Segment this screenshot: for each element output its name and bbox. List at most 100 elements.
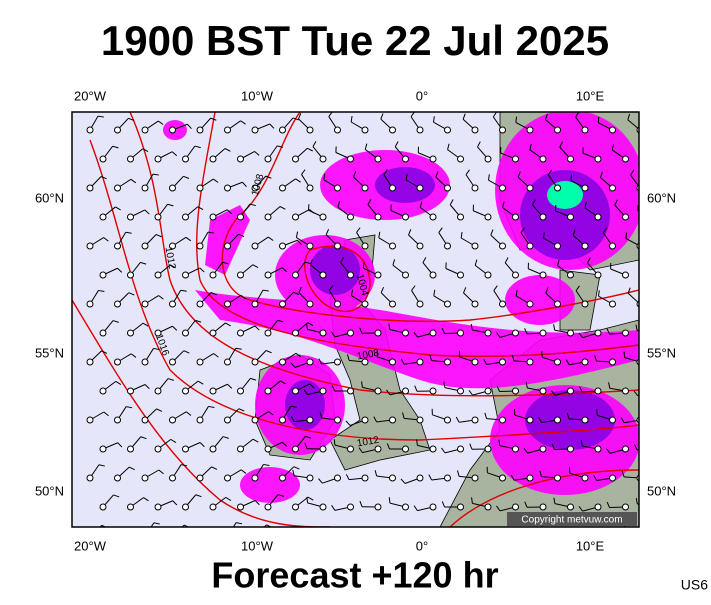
wind-barb xyxy=(197,185,203,191)
wind-barb xyxy=(320,214,326,220)
wind-barb xyxy=(445,301,451,307)
wind-barb xyxy=(650,446,656,452)
wind-barb xyxy=(170,127,176,133)
wind-barb xyxy=(320,388,326,394)
wind-barb xyxy=(513,330,519,336)
wind-barb xyxy=(430,388,436,394)
wind-barb xyxy=(142,185,148,191)
wind-barb xyxy=(595,272,601,278)
wind-barb xyxy=(595,504,601,510)
wind-barb xyxy=(183,504,189,510)
wind-barb xyxy=(100,446,106,452)
wind-barb xyxy=(210,272,216,278)
wind-barb xyxy=(142,243,148,249)
wind-barb xyxy=(238,504,244,510)
wind-barb xyxy=(210,214,216,220)
wind-barb xyxy=(637,185,643,191)
wind-barb xyxy=(445,417,451,423)
wind-barb xyxy=(225,127,231,133)
wind-barb xyxy=(155,446,161,452)
wind-barb xyxy=(293,272,299,278)
wind-barb xyxy=(142,417,148,423)
wind-barb xyxy=(500,185,506,191)
wind-barb xyxy=(128,388,134,394)
wind-barb xyxy=(155,388,161,394)
wind-barb xyxy=(307,475,313,481)
wind-barb xyxy=(348,504,354,510)
wind-barb xyxy=(527,301,533,307)
wind-barb xyxy=(183,330,189,336)
wind-barb xyxy=(568,156,574,162)
wind-barb xyxy=(637,417,643,423)
wind-barb xyxy=(516,117,517,123)
wind-barb xyxy=(128,156,134,162)
wind-barb xyxy=(210,330,216,336)
wind-barb xyxy=(472,185,478,191)
wind-barb xyxy=(293,446,299,452)
wind-barb xyxy=(403,330,409,336)
wind-barb xyxy=(638,391,653,396)
wind-barb xyxy=(403,504,409,510)
wind-barb xyxy=(183,446,189,452)
wind-barb xyxy=(472,301,478,307)
wind-barb xyxy=(252,359,258,365)
wind-barb xyxy=(375,330,381,336)
wind-barb xyxy=(265,446,271,452)
wind-barb xyxy=(445,185,451,191)
wind-barb xyxy=(210,156,216,162)
max-precipitation xyxy=(547,181,583,209)
wind-barb xyxy=(568,330,574,336)
wind-barb xyxy=(322,536,338,537)
wind-barb xyxy=(307,127,313,133)
wind-barb xyxy=(640,260,641,266)
wind-barb xyxy=(210,446,216,452)
wind-barb xyxy=(568,446,574,452)
wind-barb xyxy=(417,417,423,423)
wind-barb xyxy=(100,214,106,220)
wind-barb xyxy=(87,127,93,133)
wind-barb xyxy=(265,272,271,278)
wind-barb xyxy=(348,330,354,336)
wind-barb xyxy=(485,330,491,336)
wind-barb xyxy=(335,127,341,133)
wind-barb xyxy=(375,388,381,394)
wind-barb xyxy=(430,214,436,220)
wind-barb xyxy=(280,127,286,133)
wind-barb xyxy=(430,446,436,452)
wind-barb xyxy=(155,504,161,510)
wind-barb xyxy=(142,127,148,133)
wind-barb xyxy=(403,156,409,162)
wind-barb xyxy=(128,272,134,278)
wind-barb xyxy=(582,127,588,133)
wind-barb xyxy=(610,417,616,423)
wind-barb xyxy=(650,388,656,394)
wind-barb xyxy=(642,142,645,147)
wind-barb xyxy=(472,127,478,133)
wind-barb xyxy=(115,533,121,539)
wind-barb xyxy=(638,211,653,217)
wind-barb xyxy=(335,475,341,481)
wind-barb xyxy=(225,185,231,191)
wind-barb xyxy=(500,359,506,365)
wind-barb xyxy=(568,214,574,220)
wind-barb xyxy=(650,272,656,278)
wind-barb xyxy=(170,533,176,539)
wind-barb xyxy=(472,475,478,481)
wind-barb xyxy=(170,475,176,481)
wind-barb xyxy=(472,533,478,539)
wind-barb xyxy=(623,388,629,394)
wind-barb xyxy=(348,388,354,394)
wind-barb xyxy=(362,301,368,307)
wind-barb xyxy=(348,528,349,534)
wind-barb xyxy=(445,533,451,539)
wind-barb xyxy=(610,359,616,365)
wind-barb xyxy=(637,301,643,307)
wind-barb xyxy=(430,330,436,336)
forecast-label: Forecast +120 hr xyxy=(211,555,498,596)
wind-barb xyxy=(131,528,136,532)
map-area xyxy=(72,110,656,541)
wind-barb xyxy=(375,272,381,278)
wind-barb xyxy=(430,272,436,278)
wind-barb xyxy=(296,528,301,532)
